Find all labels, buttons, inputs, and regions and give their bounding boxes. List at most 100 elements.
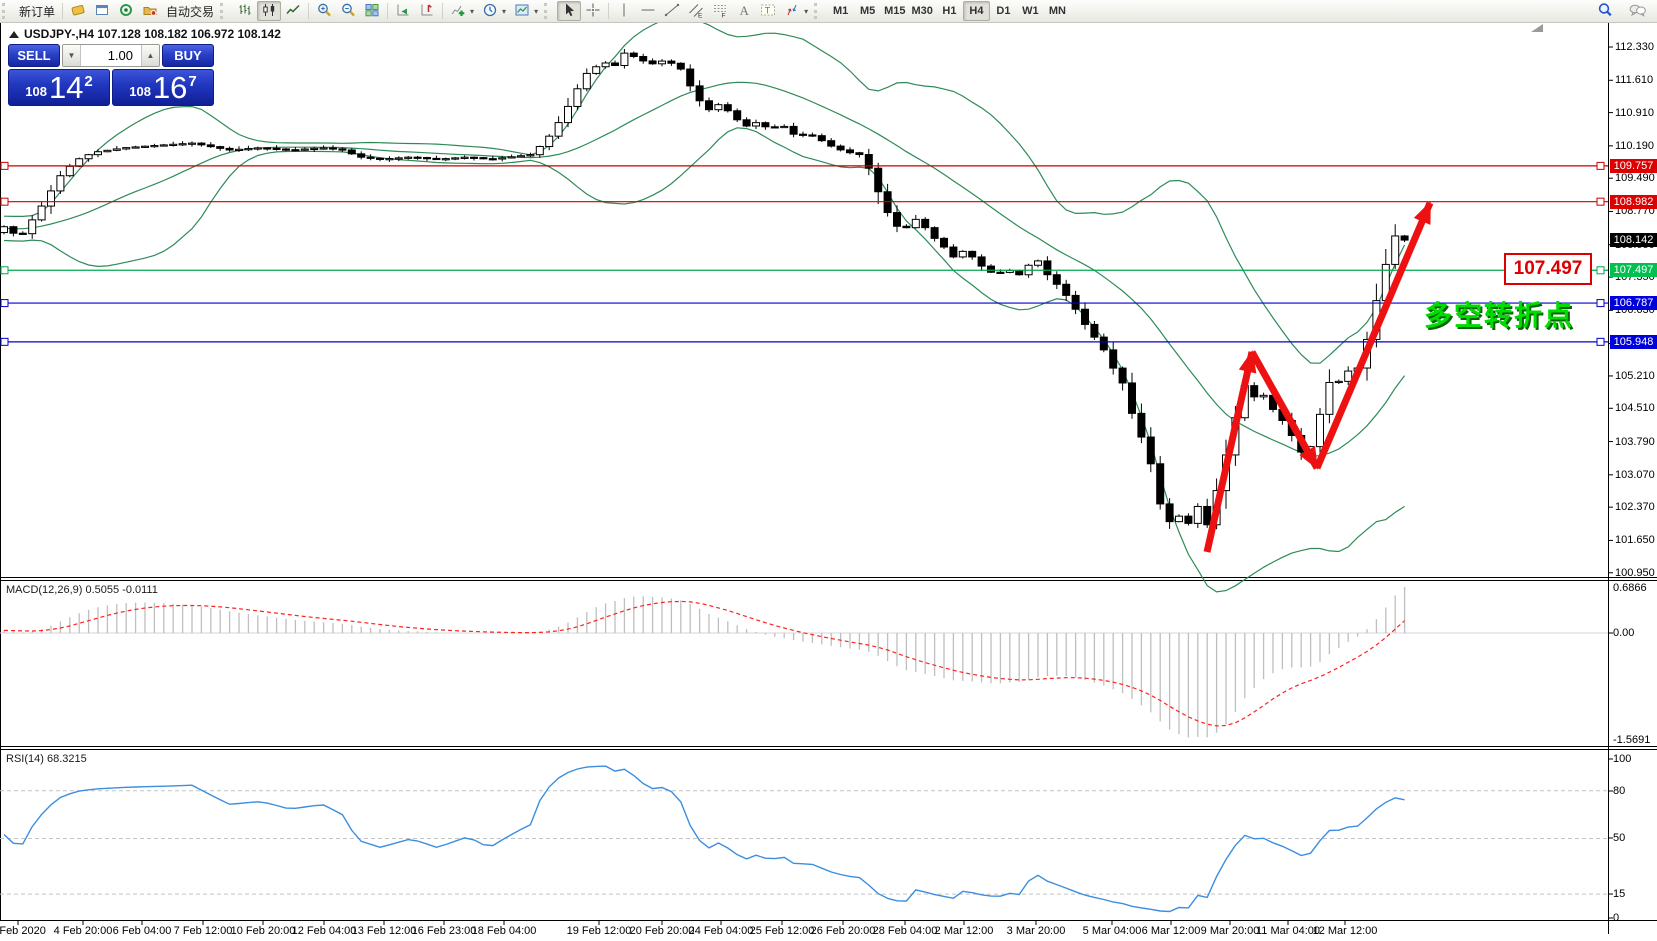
chart-title: USDJPY-,H4 107.128 108.182 106.972 108.1… xyxy=(9,27,281,41)
candlestick-chart-icon xyxy=(261,2,277,21)
market-watch-icon xyxy=(70,2,86,21)
toolbar-separator xyxy=(308,3,310,19)
tf-button-M5[interactable]: M5 xyxy=(854,1,881,21)
text-label-button[interactable]: T xyxy=(756,1,780,21)
tf-button-M15[interactable]: M15 xyxy=(881,1,908,21)
volume-control: ▼ 1.00 ▲ xyxy=(62,44,160,67)
search-button[interactable] xyxy=(1593,1,1617,21)
ask-price-prefix: 108 xyxy=(129,84,151,99)
bar-chart-icon xyxy=(237,2,253,21)
buy-button[interactable]: BUY xyxy=(162,44,214,67)
toolbar-separator xyxy=(442,3,444,19)
dropdown-arrow-icon: ▾ xyxy=(804,6,809,16)
toolbar: 新订单 自动交易 ▾ ▾ ▾ E F A T ▾ xyxy=(0,0,1657,23)
ask-price-pip: 7 xyxy=(188,73,197,90)
indicators-button[interactable]: ▾ xyxy=(446,1,478,21)
line-chart-button[interactable] xyxy=(281,1,305,21)
timeframe-group: M1 M5 M15 M30 H1 H4 D1 W1 MN xyxy=(827,1,1071,21)
templates-button[interactable]: ▾ xyxy=(510,1,542,21)
candlestick-chart-button[interactable] xyxy=(257,1,282,21)
tf-button-W1[interactable]: W1 xyxy=(1017,1,1044,21)
toolbar-grip[interactable] xyxy=(544,3,553,19)
bar-chart-button[interactable] xyxy=(233,1,257,21)
terminal-icon xyxy=(142,2,158,21)
tf-button-H1[interactable]: H1 xyxy=(936,1,963,21)
auto-scroll-button[interactable] xyxy=(391,1,415,21)
vertical-line-icon xyxy=(616,2,632,21)
collapse-panel-icon[interactable] xyxy=(9,30,19,38)
tf-button-M1[interactable]: M1 xyxy=(827,1,854,21)
tile-windows-button[interactable] xyxy=(360,1,384,21)
toolbar-separator xyxy=(387,3,389,19)
price-tag-107497[interactable]: 107.497 xyxy=(1504,253,1592,285)
tf-button-H4[interactable]: H4 xyxy=(962,1,990,21)
data-window-button[interactable] xyxy=(90,1,114,21)
tf-button-M30[interactable]: M30 xyxy=(909,1,936,21)
bid-price-main: 14 xyxy=(48,70,84,105)
cursor-button[interactable] xyxy=(557,1,582,21)
text-button[interactable]: A xyxy=(732,1,756,21)
fibonacci-button[interactable]: F xyxy=(708,1,732,21)
trendline-icon xyxy=(664,2,680,21)
horizontal-line-button[interactable] xyxy=(636,1,660,21)
sell-button[interactable]: SELL xyxy=(8,44,60,67)
dropdown-arrow-icon: ▾ xyxy=(502,6,507,16)
zoom-out-button[interactable] xyxy=(336,1,360,21)
search-icon xyxy=(1597,2,1613,21)
turning-point-annotation[interactable]: 多空转折点 xyxy=(1424,300,1575,331)
periods-button[interactable]: ▾ xyxy=(478,1,510,21)
buy-price-tile[interactable]: 108 16 7 xyxy=(112,69,214,106)
dropdown-arrow-icon: ▾ xyxy=(470,6,475,16)
chart-shift-icon xyxy=(419,2,435,21)
toolbar-grip[interactable] xyxy=(220,3,229,19)
toolbar-grip[interactable] xyxy=(2,3,11,19)
volume-decrease-button[interactable]: ▼ xyxy=(63,45,81,66)
volume-increase-button[interactable]: ▲ xyxy=(141,45,159,66)
macd-indicator-label: MACD(12,26,9) 0.5055 -0.0111 xyxy=(6,584,158,596)
dropdown-arrow-icon: ▾ xyxy=(534,6,539,16)
svg-text:A: A xyxy=(740,3,750,18)
vertical-line-button[interactable] xyxy=(612,1,636,21)
market-watch-button[interactable] xyxy=(66,1,90,21)
indicators-icon xyxy=(450,2,466,21)
auto-trading-label: 自动交易 xyxy=(166,4,215,19)
new-order-button[interactable]: 新订单 xyxy=(15,1,59,21)
rsi-indicator-label: RSI(14) 68.3215 xyxy=(6,753,87,765)
chart-title-text: USDJPY-,H4 107.128 108.182 106.972 108.1… xyxy=(24,27,281,41)
sell-price-tile[interactable]: 108 14 2 xyxy=(8,69,110,106)
toolbar-separator xyxy=(608,3,610,19)
bid-price-pip: 2 xyxy=(84,73,93,90)
chat-button[interactable] xyxy=(1625,1,1651,21)
svg-text:F: F xyxy=(722,12,726,18)
zoom-in-button[interactable] xyxy=(312,1,336,21)
crosshair-button[interactable] xyxy=(581,1,605,21)
tf-button-MN[interactable]: MN xyxy=(1044,1,1071,21)
equidistant-channel-button[interactable]: E xyxy=(684,1,708,21)
svg-text:T: T xyxy=(765,5,771,15)
tf-button-D1[interactable]: D1 xyxy=(990,1,1017,21)
toolbar-grip[interactable] xyxy=(814,3,823,19)
navigator-button[interactable] xyxy=(114,1,138,21)
svg-text:E: E xyxy=(698,12,703,18)
zoom-in-icon xyxy=(316,2,332,21)
toolbar-separator xyxy=(62,3,64,19)
chat-icon xyxy=(1629,2,1647,21)
equidistant-channel-icon: E xyxy=(688,2,704,21)
arrow-tools-button[interactable]: ▾ xyxy=(780,1,812,21)
auto-trading-button[interactable]: 自动交易 xyxy=(162,1,218,21)
auto-scroll-icon xyxy=(395,2,411,21)
text-label-icon: T xyxy=(760,2,776,21)
one-click-trading-panel: SELL ▼ 1.00 ▲ BUY 108 14 2 108 16 7 xyxy=(8,44,214,106)
tile-windows-icon xyxy=(364,2,380,21)
chart-shift-button[interactable] xyxy=(415,1,439,21)
trendline-button[interactable] xyxy=(660,1,684,21)
horizontal-line-icon xyxy=(640,2,656,21)
volume-input[interactable]: 1.00 xyxy=(107,48,133,63)
ask-price-main: 16 xyxy=(152,70,188,105)
cursor-icon xyxy=(561,2,577,21)
crosshair-icon xyxy=(585,2,601,21)
terminal-button[interactable] xyxy=(138,1,162,21)
fibonacci-icon: F xyxy=(712,2,728,21)
